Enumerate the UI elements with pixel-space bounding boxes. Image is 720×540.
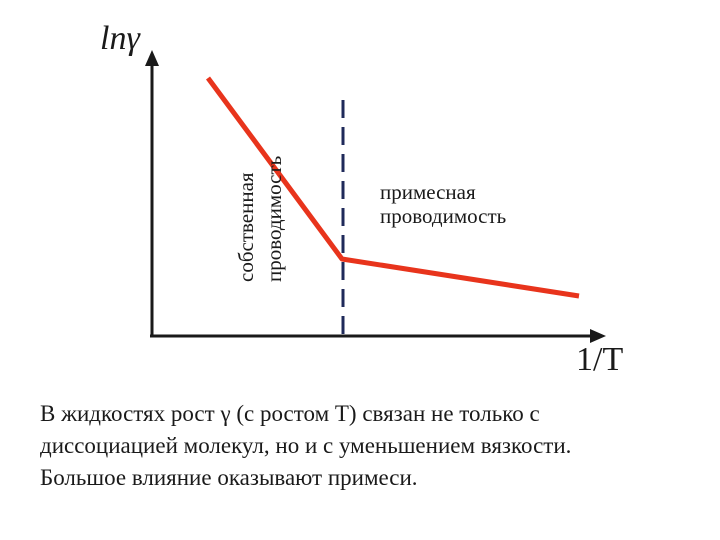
intrinsic-label-line: собственная [234,172,258,282]
caption-text: В жидкостях рост γ (с ростом T) связан н… [40,398,710,494]
intrinsic-label-line: проводимость [262,155,286,282]
impurity-label-line: примесная [380,180,476,204]
y-axis-label: lnγ [100,20,140,57]
caption-line: диссоциацией молекул, но и с уменьшением… [40,433,572,458]
caption-line: Большое влияние оказывают примеси. [40,465,418,490]
impurity-conductivity-label: примесная проводимость [380,180,506,228]
x-axis-arrow [590,329,606,343]
conductivity-curve [205,76,580,299]
caption-line: В жидкостях рост γ (с ростом T) связан н… [40,401,540,426]
conductivity-diagram [145,50,606,343]
intrinsic-conductivity-label: собственная проводимость [232,156,288,282]
x-axis-label: 1/T [576,341,624,378]
impurity-label-line: проводимость [380,204,507,228]
y-axis-arrow [145,50,159,66]
